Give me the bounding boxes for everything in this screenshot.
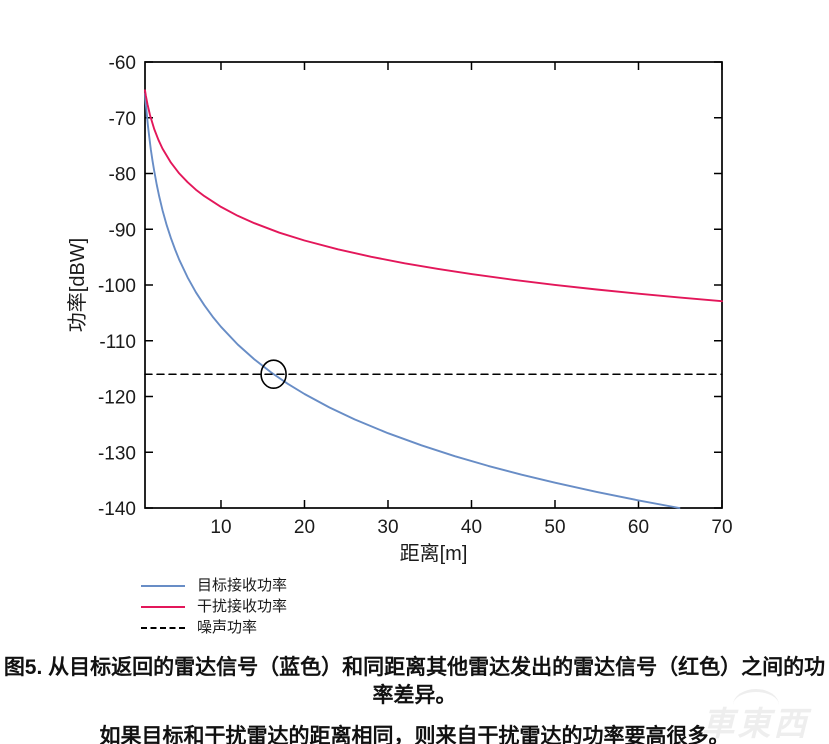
y-tick-label: -110 — [99, 332, 136, 353]
legend-solid-line-sample — [141, 584, 185, 587]
y-tick-label: -100 — [98, 276, 136, 297]
chart-legend: 目标接收功率 干扰接收功率 噪声功率 — [141, 577, 287, 636]
x-tick-label: 10 — [210, 517, 231, 538]
legend-row-target-received-power: 目标接收功率 — [141, 577, 287, 594]
legend-label: 干扰接收功率 — [197, 598, 288, 615]
y-axis-label: 功率[dBW] — [66, 238, 89, 332]
figure-caption-line2: 如果目标和干扰雷达的距离相同，则来自干扰雷达的功率要高很多。 — [99, 725, 730, 744]
figure-caption-line1: 图5. 从目标返回的雷达信号（蓝色）和同距离其他雷达发出的雷达信号（红色）之间的… — [3, 656, 826, 707]
y-tick-label: -140 — [98, 499, 136, 520]
interference-received-power-line — [144, 89, 723, 303]
plot-frame — [144, 61, 723, 509]
x-tick-label: 30 — [377, 517, 398, 538]
intersection-circle-annotation — [260, 359, 287, 390]
legend-row-interference-received-power: 干扰接收功率 — [141, 598, 287, 615]
x-axis-label: 距离[m] — [400, 542, 468, 565]
y-tick-label: -90 — [109, 220, 136, 241]
figure-caption: 图5. 从目标返回的雷达信号（蓝色）和同距离其他雷达发出的雷达信号（红色）之间的… — [0, 654, 829, 744]
target-received-power-line — [144, 92, 681, 509]
y-tick-label: -120 — [98, 388, 136, 409]
x-tick-label: 70 — [711, 517, 732, 538]
legend-row-noise-power: 噪声功率 — [141, 619, 287, 636]
legend-dashed-line-sample — [141, 626, 185, 629]
legend-label: 目标接收功率 — [197, 577, 288, 594]
x-tick-label: 60 — [628, 517, 649, 538]
x-tick-label: 40 — [461, 517, 482, 538]
x-tick-label: 50 — [544, 517, 565, 538]
y-tick-label: -80 — [109, 165, 136, 186]
x-tick-label: 20 — [294, 517, 315, 538]
y-tick-label: -60 — [109, 53, 136, 74]
y-tick-label: -130 — [98, 443, 136, 464]
y-tick-label: -70 — [109, 109, 136, 130]
legend-label: 噪声功率 — [197, 619, 258, 636]
legend-solid-line-sample — [141, 605, 185, 608]
